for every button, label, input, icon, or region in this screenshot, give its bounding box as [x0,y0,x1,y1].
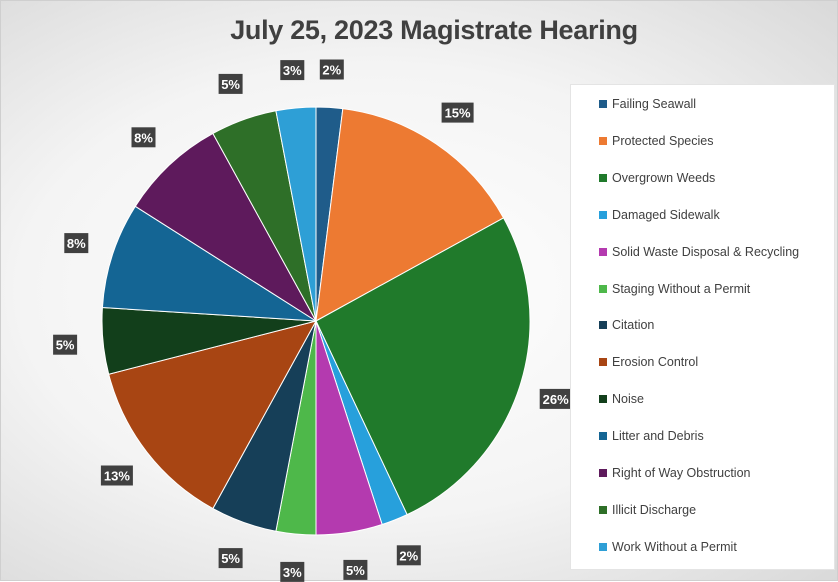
data-label-illicit-discharge: 5% [219,74,243,94]
data-label-overgrown-weeds: 26% [540,389,572,409]
svg-text:5%: 5% [346,563,365,578]
legend-label: Erosion Control [612,355,698,369]
legend-label: Staging Without a Permit [612,282,750,296]
svg-text:2%: 2% [399,548,418,563]
data-label-citation: 5% [219,548,243,568]
svg-text:5%: 5% [221,77,240,92]
legend-swatch [599,248,607,256]
legend-item-illicit-discharge: Illicit Discharge [599,501,696,519]
svg-text:26%: 26% [543,392,569,407]
legend-item-overgrown-weeds: Overgrown Weeds [599,169,715,187]
legend-swatch [599,100,607,108]
svg-text:8%: 8% [134,130,153,145]
legend-label: Litter and Debris [612,429,704,443]
legend-swatch [599,469,607,477]
legend-item-noise: Noise [599,390,644,408]
data-label-work-without-a-permit: 3% [280,60,304,80]
legend-item-work-without-a-permit: Work Without a Permit [599,538,737,556]
legend-item-solid-waste-disposal-and-recycling: Solid Waste Disposal & Recycling [599,243,799,261]
legend-swatch [599,358,607,366]
legend-swatch [599,174,607,182]
data-label-litter-and-debris: 8% [64,233,88,253]
legend-item-staging-without-a-permit: Staging Without a Permit [599,280,750,298]
svg-text:5%: 5% [56,338,75,353]
legend-item-erosion-control: Erosion Control [599,353,698,371]
svg-text:13%: 13% [104,469,130,484]
legend-swatch [599,321,607,329]
legend-item-right-of-way-obstruction: Right of Way Obstruction [599,464,750,482]
legend-swatch [599,211,607,219]
legend-swatch [599,506,607,514]
legend-label: Failing Seawall [612,97,696,111]
svg-text:2%: 2% [322,63,341,78]
legend-item-litter-and-debris: Litter and Debris [599,427,704,445]
data-label-right-of-way-obstruction: 8% [132,127,156,147]
svg-text:8%: 8% [67,236,86,251]
legend-swatch [599,137,607,145]
data-label-staging-without-a-permit: 3% [280,562,304,582]
legend-label: Work Without a Permit [612,540,737,554]
legend-swatch [599,395,607,403]
svg-text:3%: 3% [283,63,302,78]
legend-label: Right of Way Obstruction [612,466,750,480]
legend-label: Noise [612,392,644,406]
legend-swatch [599,285,607,293]
legend-item-citation: Citation [599,316,654,334]
svg-text:5%: 5% [221,551,240,566]
legend-swatch [599,432,607,440]
data-label-protected-species: 15% [442,103,474,123]
svg-text:3%: 3% [283,565,302,580]
data-label-solid-waste-disposal-and-recycling: 5% [343,560,367,580]
legend-label: Protected Species [612,134,713,148]
data-label-damaged-sidewalk: 2% [397,545,421,565]
legend-label: Illicit Discharge [612,503,696,517]
legend-swatch [599,543,607,551]
legend-label: Damaged Sidewalk [612,208,720,222]
legend-label: Overgrown Weeds [612,171,715,185]
legend-item-protected-species: Protected Species [599,132,713,150]
svg-text:15%: 15% [445,106,471,121]
data-label-failing-seawall: 2% [320,60,344,80]
legend-item-failing-seawall: Failing Seawall [599,95,696,113]
chart-legend: Failing Seawall Protected Species Overgrow… [570,84,835,570]
data-label-erosion-control: 13% [101,466,133,486]
data-label-noise: 5% [53,335,77,355]
legend-label: Solid Waste Disposal & Recycling [612,245,799,259]
legend-label: Citation [612,318,654,332]
legend-item-damaged-sidewalk: Damaged Sidewalk [599,206,720,224]
